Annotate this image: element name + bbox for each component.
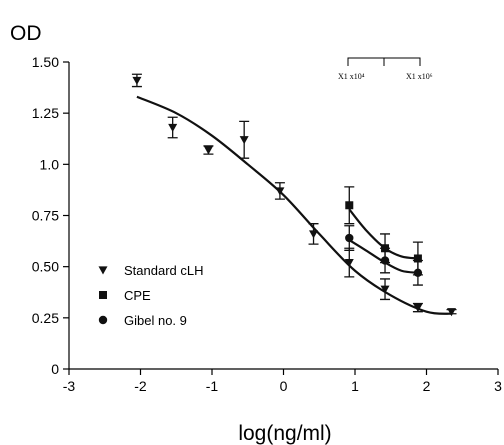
point-marker: [380, 285, 390, 294]
legend-item: Standard cLH: [98, 263, 204, 278]
data-point: [308, 223, 319, 245]
point-marker: [239, 136, 249, 145]
point-marker: [380, 256, 390, 265]
annotation-bracket: [347, 57, 421, 66]
data-point: [446, 308, 457, 317]
point-marker: [447, 308, 457, 317]
data-point: [380, 278, 391, 301]
point-marker: [275, 187, 285, 196]
axes: 0 0.25 0.50 0.75 1.0 1.25 1.50 -3 -2 -1 0 1 2 3: [32, 54, 502, 394]
x-tick-label: -1: [206, 378, 219, 394]
data-point: [380, 247, 391, 274]
x-tick-label: 1: [351, 378, 359, 394]
fit-curve-0: [136, 95, 452, 315]
x-tick-label: 3: [494, 378, 502, 394]
point-marker: [203, 146, 213, 155]
legend-item: CPE: [99, 288, 151, 303]
y-tick-label: 0.25: [32, 310, 59, 326]
point-marker: [344, 258, 354, 268]
x-tick-label: -3: [63, 378, 76, 394]
point-marker: [345, 201, 354, 210]
data-point: [131, 73, 142, 88]
point-marker: [168, 123, 178, 132]
data-point: [412, 302, 423, 313]
x-tick-label: 2: [423, 378, 431, 394]
y-tick-label: 1.0: [40, 156, 60, 172]
legend-label: Gibel no. 9: [124, 313, 187, 328]
data-point: [344, 186, 355, 225]
data-point: [344, 225, 355, 251]
x-axis-title: log(ng/ml): [238, 422, 331, 445]
y-tick-label: 1.50: [32, 54, 59, 70]
legend-marker: [99, 291, 107, 299]
y-tick-label: 0.50: [32, 259, 59, 275]
legend-label: Standard cLH: [124, 263, 204, 278]
point-marker: [132, 76, 142, 85]
legend-marker: [98, 266, 108, 275]
point-marker: [413, 304, 423, 313]
annotation-label-2: X1 x10⁶: [406, 72, 433, 81]
y-tick-label: 1.25: [32, 105, 59, 121]
data-point: [412, 259, 423, 286]
x-tick-label: 0: [280, 378, 288, 394]
y-axis-title: OD: [10, 22, 42, 45]
legend-item: Gibel no. 9: [98, 313, 187, 328]
concentration-annotation: X1 x10⁴ X1 x10⁶: [338, 57, 433, 81]
point-marker: [413, 254, 422, 263]
point-marker: [413, 268, 423, 278]
annotation-label-1: X1 x10⁴: [338, 72, 365, 81]
legend: Standard cLH CPE Gibel no. 9: [98, 263, 204, 328]
data-point: [167, 116, 178, 139]
x-tick-label: -2: [134, 378, 147, 394]
point-marker: [309, 230, 319, 239]
data-point: [203, 145, 214, 155]
legend-label: CPE: [124, 288, 151, 303]
y-tick-label: 0.75: [32, 208, 59, 224]
data-points: [131, 73, 457, 317]
data-point: [274, 182, 285, 200]
point-marker: [345, 233, 354, 243]
y-tick-label: 0: [51, 361, 59, 377]
data-point: [239, 120, 250, 159]
legend-marker: [98, 315, 108, 325]
